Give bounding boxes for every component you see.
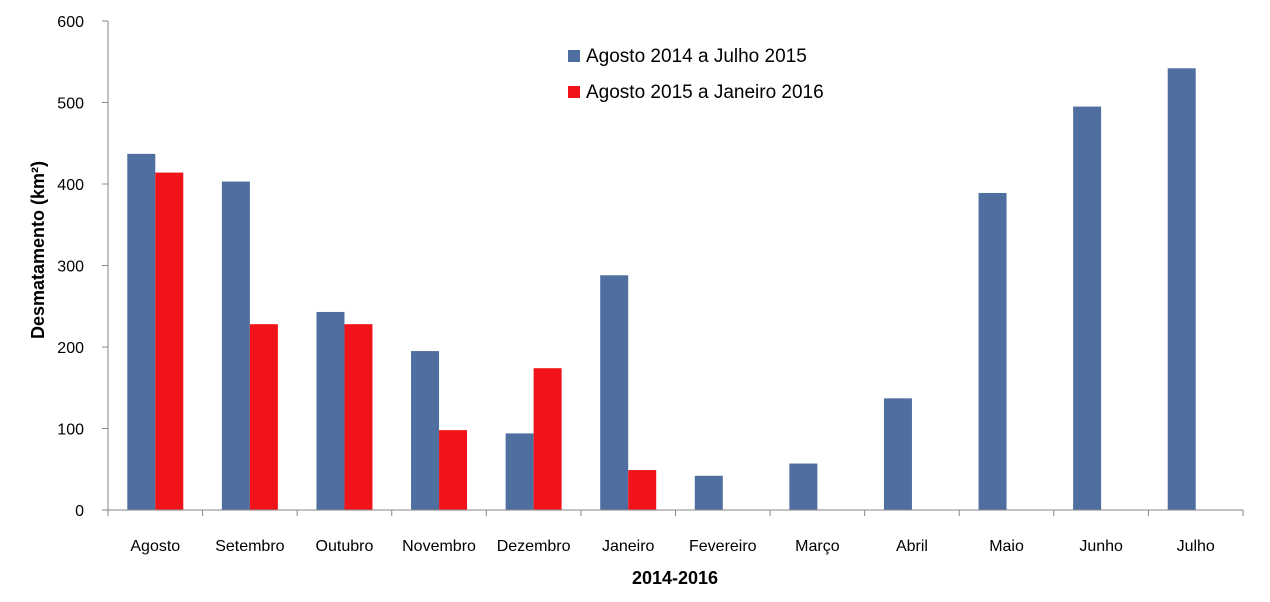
legend-swatch-2 xyxy=(568,86,580,98)
x-axis-title: 2014-2016 xyxy=(632,568,718,588)
bar-1-10 xyxy=(978,192,1007,510)
bar-2-2 xyxy=(249,324,278,510)
bar-2-1 xyxy=(155,172,184,510)
bar-2-4 xyxy=(439,430,468,510)
bar-1-3 xyxy=(316,311,345,510)
y-tick-label-4: 400 xyxy=(57,177,84,194)
x-tick-label-5: Dezembro xyxy=(497,538,571,555)
x-tick-label-4: Novembro xyxy=(402,538,476,555)
y-tick-label-0: 0 xyxy=(75,503,84,520)
y-tick-label-5: 500 xyxy=(57,96,84,113)
y-tick-label-6: 600 xyxy=(57,14,84,31)
bar-1-7 xyxy=(694,475,723,510)
y-tick-label-3: 300 xyxy=(57,259,84,276)
y-tick-label-1: 100 xyxy=(57,422,84,439)
x-tick-label-6: Janeiro xyxy=(602,538,655,555)
x-tick-label-10: Maio xyxy=(989,538,1024,555)
bar-1-2 xyxy=(221,181,250,510)
legend-label-2: Agosto 2015 a Janeiro 2016 xyxy=(586,82,824,103)
x-tick-label-11: Junho xyxy=(1079,538,1123,555)
bar-1-1 xyxy=(127,153,156,510)
y-tick-label-2: 200 xyxy=(57,340,84,357)
bar-2-3 xyxy=(344,324,373,510)
x-tick-label-12: Julho xyxy=(1177,538,1215,555)
bar-1-11 xyxy=(1073,106,1102,510)
x-tick-label-9: Abril xyxy=(896,538,928,555)
bar-1-12 xyxy=(1167,68,1196,511)
legend-label-1: Agosto 2014 a Julho 2015 xyxy=(586,46,807,67)
bar-2-5 xyxy=(533,368,562,510)
bar-2-6 xyxy=(628,470,657,510)
x-tick-label-7: Fevereiro xyxy=(689,538,757,555)
legend-swatch-1 xyxy=(568,50,580,62)
x-tick-label-8: Março xyxy=(795,538,840,555)
y-axis-title: Desmatamento (km²) xyxy=(28,161,48,339)
x-tick-label-3: Outubro xyxy=(316,538,374,555)
x-tick-label-1: Agosto xyxy=(130,538,180,555)
bar-1-8 xyxy=(789,463,818,510)
bar-1-4 xyxy=(411,351,440,510)
x-tick-label-2: Setembro xyxy=(215,538,284,555)
bar-1-9 xyxy=(883,398,912,510)
bar-1-5 xyxy=(505,433,534,510)
bar-1-6 xyxy=(600,275,629,510)
